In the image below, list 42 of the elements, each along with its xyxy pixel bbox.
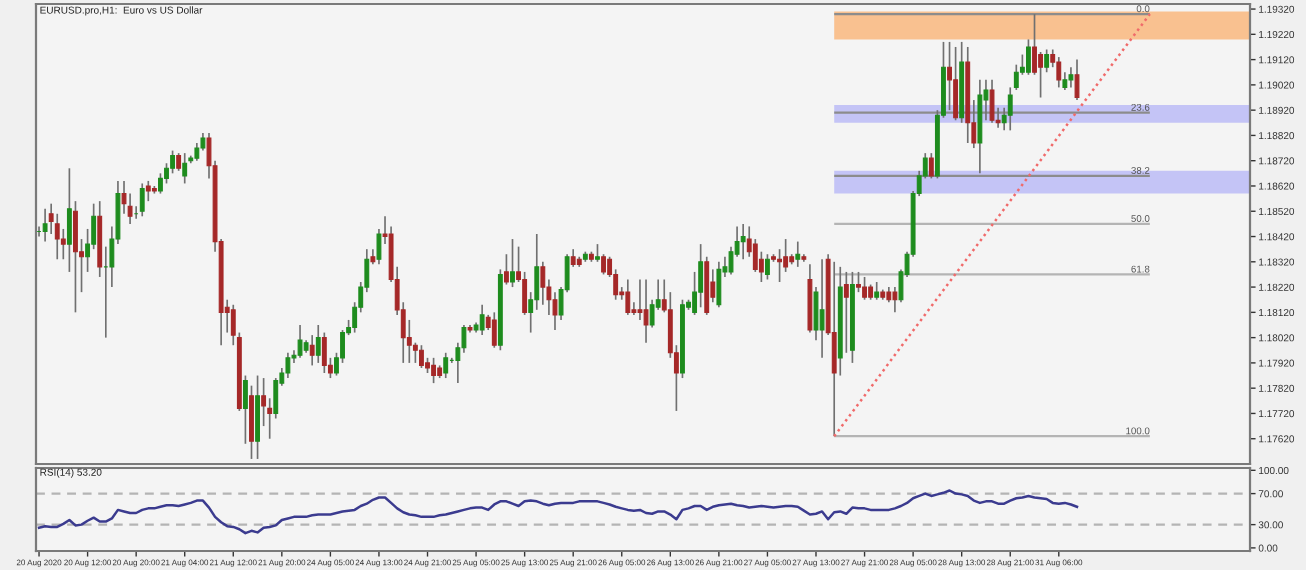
candlestick xyxy=(1026,38,1031,76)
candlestick xyxy=(740,223,746,261)
candlestick xyxy=(285,351,291,379)
candlestick xyxy=(1044,48,1050,74)
candlestick xyxy=(1056,56,1062,89)
candlestick xyxy=(255,374,260,460)
candlestick xyxy=(431,357,437,384)
candlestick xyxy=(491,311,497,349)
candlestick xyxy=(309,334,315,367)
candlestick xyxy=(637,278,643,321)
candlestick xyxy=(764,253,770,281)
candlestick xyxy=(479,303,485,336)
candlestick xyxy=(856,271,861,293)
candlestick xyxy=(862,276,867,301)
candlestick xyxy=(716,260,722,309)
candlestick xyxy=(297,324,303,359)
candlestick xyxy=(249,384,254,460)
candlestick xyxy=(1068,66,1074,89)
candlestick xyxy=(698,243,704,309)
candlestick xyxy=(54,212,60,261)
candlestick xyxy=(443,351,449,379)
candlestick xyxy=(892,286,898,314)
candlestick xyxy=(831,260,837,438)
candlestick xyxy=(1074,58,1080,101)
candlestick xyxy=(315,324,321,364)
candlestick xyxy=(321,331,327,374)
candlestick xyxy=(42,207,48,243)
candlestick xyxy=(643,278,649,344)
candlestick xyxy=(795,240,801,268)
candlestick xyxy=(419,344,424,369)
candlestick xyxy=(510,238,515,288)
candlestick xyxy=(182,152,188,185)
line-series xyxy=(37,489,1079,535)
candlestick xyxy=(139,182,145,218)
candlestick xyxy=(989,78,995,124)
candlestick xyxy=(170,149,176,175)
candlestick xyxy=(1038,51,1044,99)
candlestick xyxy=(819,258,825,359)
candlestick xyxy=(953,46,959,122)
candlestick xyxy=(103,245,109,339)
candlestick xyxy=(928,152,934,180)
candlestick xyxy=(625,278,631,316)
